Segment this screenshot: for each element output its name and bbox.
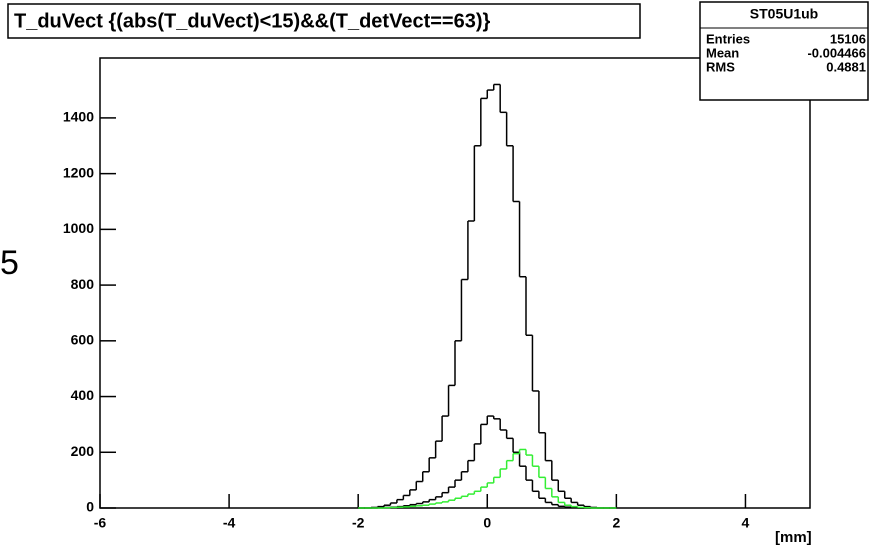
side-text: 5: [0, 244, 19, 282]
x-tick-label: 0: [483, 515, 491, 531]
y-tick-label: 400: [71, 387, 95, 403]
stats-label: Entries: [706, 31, 750, 46]
stats-value: 0.4881: [826, 59, 866, 74]
x-tick-label: -4: [223, 515, 236, 531]
y-tick-label: 1000: [63, 220, 94, 236]
y-tick-label: 1400: [63, 109, 94, 125]
y-tick-label: 200: [71, 443, 95, 459]
y-tick-label: 0: [86, 499, 94, 515]
stats-label: RMS: [706, 59, 735, 74]
stats-value: 15106: [830, 31, 866, 46]
y-tick-label: 600: [71, 332, 95, 348]
x-tick-label: -2: [352, 515, 365, 531]
stats-value: -0.004466: [807, 45, 866, 60]
chart-title: T_duVect {(abs(T_duVect)<15)&&(T_detVect…: [14, 10, 490, 32]
x-axis-label: [mm]: [775, 529, 812, 546]
stats-label: Mean: [706, 45, 739, 60]
stats-box: [699, 1, 869, 101]
x-tick-label: 2: [612, 515, 620, 531]
y-tick-label: 1200: [63, 164, 94, 180]
title-box: [7, 3, 641, 39]
y-tick-label: 800: [71, 276, 95, 292]
stats-title: ST05U1ub: [750, 6, 818, 22]
x-tick-label: -6: [94, 515, 107, 531]
plot-frame: [99, 57, 811, 509]
x-tick-label: 4: [742, 515, 750, 531]
